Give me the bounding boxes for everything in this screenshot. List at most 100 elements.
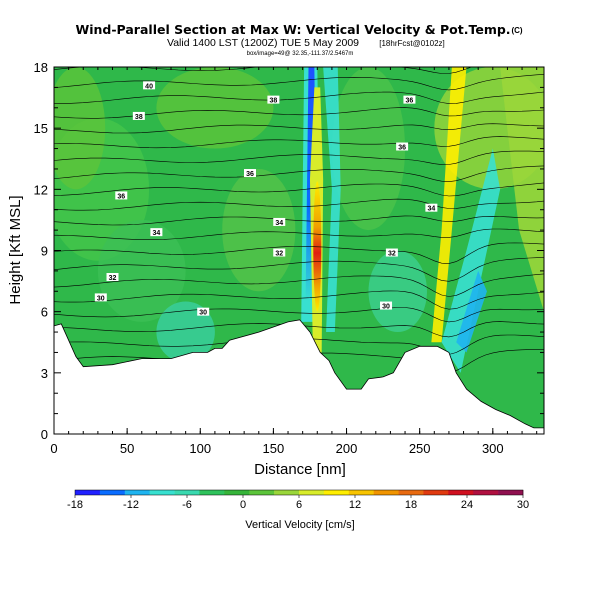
- isentrope-label-box: [273, 248, 286, 257]
- y-tick-label: 15: [34, 121, 48, 136]
- y-tick-label: 18: [34, 60, 48, 75]
- field-patch: [97, 219, 186, 322]
- isentrope-label-box: [380, 301, 393, 310]
- colorbar-tick-label: -12: [123, 499, 139, 511]
- colorbar-tick-label: 6: [296, 499, 302, 511]
- terrain-mask: [54, 319, 544, 434]
- plot-field: 40 38 38 36 36 36 36 34 34 34 32 32 32 30 30 30: [54, 67, 544, 434]
- isentrope-label-box: [132, 111, 145, 120]
- colorbar-swatch: [274, 490, 300, 495]
- colorbar-tick-label: 30: [517, 499, 529, 511]
- isentrope-line: [54, 74, 544, 91]
- forecast-tag: [18hrFcst@0102z]: [379, 39, 444, 48]
- isentrope-label: 32: [273, 248, 286, 258]
- isentrope-label-box: [425, 203, 438, 212]
- isentrope-line: [54, 198, 544, 211]
- isentrope-label-text: 34: [152, 230, 160, 237]
- colorbar-swatch: [99, 490, 126, 495]
- colorbar-tick-label: -6: [182, 499, 192, 511]
- y-tick-label: 0: [41, 427, 48, 442]
- isentrope-label-box: [244, 169, 256, 178]
- colorbar-label: Vertical Velocity [cm/s]: [245, 519, 354, 531]
- isentrope-line: [54, 91, 544, 104]
- isentrope-label-box: [115, 191, 128, 200]
- isentrope-label: 30: [380, 301, 393, 311]
- field-patch: [156, 67, 274, 149]
- colorbar-swatch: [249, 490, 275, 495]
- isentrope-label: 36: [403, 95, 416, 105]
- isentrope-label: 36: [244, 169, 256, 178]
- colorbar-swatch: [199, 490, 225, 495]
- colorbar-swatch: [348, 490, 374, 495]
- isentrope-line: [54, 165, 544, 183]
- colorbar-swatch: [423, 490, 449, 495]
- isentrope-label-text: 32: [275, 251, 283, 258]
- colorbar-swatch: [149, 490, 175, 495]
- isentrope-label: 34: [425, 203, 438, 213]
- valid-time: Valid 1400 LST (1200Z) TUE 5 May 2009: [167, 37, 359, 49]
- x-tick-label: 100: [189, 441, 211, 456]
- isentrope-label: 34: [273, 217, 286, 227]
- isentrope-label-box: [197, 307, 210, 316]
- colorbar-swatch: [124, 490, 150, 495]
- isentrope-label: 32: [106, 273, 119, 282]
- colorbar-swatch: [473, 490, 499, 495]
- x-tick-label: 300: [482, 441, 504, 456]
- y-axis-label: Height [Kft MSL]: [7, 195, 24, 304]
- isentrope-label-box: [94, 293, 107, 302]
- colorbar-tick-label: -18: [67, 499, 83, 511]
- isentrope-label: 34: [150, 228, 163, 237]
- colorbar-swatch: [299, 490, 325, 495]
- isentrope-label-text: 36: [406, 98, 414, 105]
- isentrope-label-text: 32: [109, 275, 117, 282]
- colorbar-swatch: [373, 490, 399, 495]
- field-patch: [331, 67, 406, 231]
- isentrope-label-box: [403, 95, 416, 104]
- isentrope-label-box: [143, 81, 156, 90]
- isentrope-line: [54, 290, 544, 310]
- x-tick-label: 150: [263, 441, 285, 456]
- field-patch: [222, 168, 296, 292]
- isentrope-label-box: [273, 217, 286, 226]
- x-tick-label: 50: [120, 441, 134, 456]
- isentrope-label-box: [267, 95, 280, 104]
- isentrope-label-text: 36: [246, 171, 254, 178]
- field-patch-right: [500, 67, 544, 312]
- isentrope-line: [54, 242, 544, 264]
- field-patch: [54, 67, 106, 190]
- isentrope-label: 32: [385, 248, 398, 258]
- isentrope-label-text: 32: [388, 251, 396, 258]
- isentrope-label-text: 34: [427, 206, 435, 213]
- isentrope-label: 36: [396, 142, 409, 152]
- colorbar-swatch: [398, 490, 424, 495]
- y-tick-label: 9: [41, 244, 48, 259]
- isentrope-line: [54, 150, 544, 165]
- isentrope-label: 30: [197, 307, 210, 317]
- isentrope-label-text: 30: [199, 310, 207, 317]
- y-tick-label: 3: [41, 366, 48, 381]
- isentrope-label-box: [385, 248, 398, 257]
- isentrope-label: 40: [143, 81, 156, 90]
- isentrope-label: 36: [115, 191, 128, 200]
- copyright-mark: (C): [511, 26, 522, 35]
- isentrope-line: [54, 123, 544, 134]
- isentrope-line: [54, 228, 544, 241]
- isentrope-label-text: 38: [270, 98, 278, 105]
- x-axis-label: Distance [nm]: [254, 461, 346, 478]
- isentrope-line: [54, 136, 544, 149]
- y-tick-label: 6: [41, 305, 48, 320]
- isentrope-label-text: 38: [135, 114, 143, 121]
- chart-title: Wind-Parallel Section at Max W: Vertical…: [75, 22, 510, 37]
- isentrope-line: [54, 273, 544, 297]
- x-tick-label: 0: [50, 441, 57, 456]
- colorbar-swatch: [75, 490, 101, 495]
- isentrope-label-text: 34: [275, 220, 283, 227]
- colorbar-swatch: [224, 490, 250, 495]
- isentrope-line: [54, 215, 544, 226]
- x-tick-label: 200: [336, 441, 358, 456]
- isentrope-label-text: 40: [145, 83, 153, 90]
- colorbar: -18 -12 -6 0 6 12 18 24 30: [67, 489, 529, 511]
- x-tick-label: 250: [409, 441, 431, 456]
